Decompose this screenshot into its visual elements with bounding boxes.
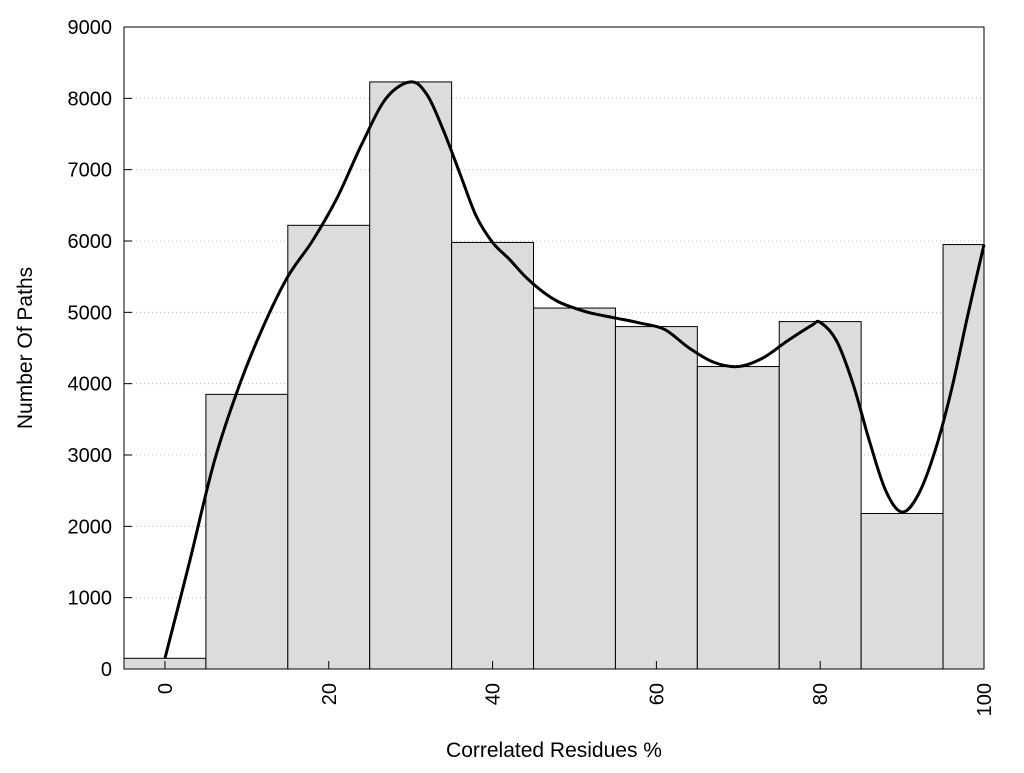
y-tick-label: 0 — [101, 659, 112, 681]
histogram-bar — [533, 307, 616, 670]
y-tick-label: 1000 — [68, 588, 113, 610]
histogram-bar — [451, 241, 535, 670]
y-axis-ticks: 0 1000 2000 3000 4000 5000 6000 7000 8000 9000 — [68, 17, 132, 681]
y-tick-label: 9000 — [68, 17, 113, 39]
y-tick-label: 8000 — [68, 88, 113, 110]
y-tick-label: 4000 — [68, 374, 113, 396]
x-tick-label: 0 — [155, 683, 177, 694]
y-tick-label: 2000 — [68, 516, 113, 538]
histogram-bar — [369, 81, 453, 670]
x-tick-label: 80 — [810, 683, 832, 705]
histogram-bar — [942, 244, 985, 670]
density-curve — [163, 80, 986, 659]
histogram-bar — [614, 326, 698, 670]
y-axis-label: Number Of Paths — [14, 267, 37, 429]
x-tick-label: 100 — [974, 683, 996, 716]
x-axis-label: Correlated Residues % — [446, 739, 662, 762]
histogram-bar — [287, 224, 371, 670]
y-tick-label: 3000 — [68, 445, 113, 467]
x-tick-label: 20 — [319, 683, 341, 705]
bars — [123, 81, 985, 670]
histogram-bar — [205, 393, 289, 670]
plot-frame — [123, 26, 985, 670]
x-tick-label: 40 — [483, 683, 505, 705]
x-tick-label: 60 — [646, 683, 668, 705]
histogram-bar — [696, 366, 780, 670]
y-tick-label: 6000 — [68, 231, 113, 253]
y-tick-label: 7000 — [68, 160, 113, 182]
x-axis-ticks: 0 20 40 60 80 100 — [155, 661, 996, 716]
histogram-bar — [860, 512, 944, 670]
y-tick-label: 5000 — [68, 302, 113, 324]
density-curve-layer — [163, 80, 986, 659]
